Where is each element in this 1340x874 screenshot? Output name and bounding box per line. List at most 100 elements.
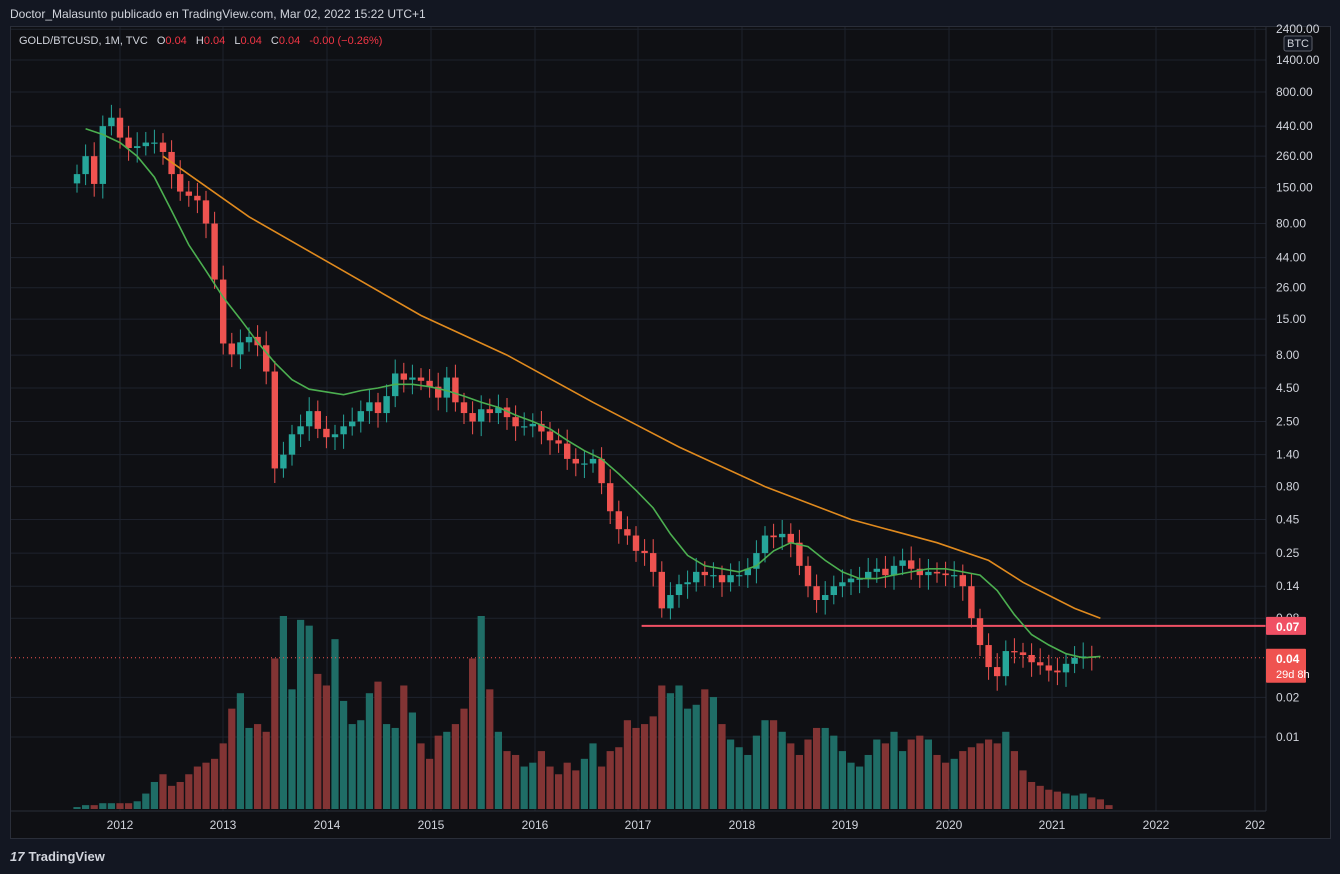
y-tick-label: 44.00 bbox=[1276, 251, 1306, 265]
close-value: 0.04 bbox=[278, 35, 301, 47]
candle-body bbox=[331, 434, 339, 438]
volume-bar bbox=[967, 747, 975, 809]
volume-bar bbox=[408, 712, 416, 809]
volume-bar bbox=[383, 724, 391, 809]
volume-bar bbox=[125, 803, 133, 809]
candle-body bbox=[985, 645, 992, 668]
volume-bar bbox=[348, 724, 356, 809]
volume-bar bbox=[847, 762, 855, 809]
candle-body bbox=[650, 553, 657, 572]
candle-body bbox=[959, 575, 966, 587]
candle-body bbox=[349, 421, 356, 427]
volume-bar bbox=[503, 751, 511, 809]
candle-body bbox=[589, 458, 597, 464]
volume-bar bbox=[82, 805, 90, 809]
volume-bar bbox=[555, 774, 563, 809]
volume-bar bbox=[288, 689, 296, 809]
volume-bar bbox=[1079, 793, 1087, 809]
footer-bar: 17 TradingView bbox=[0, 840, 1340, 874]
volume-bar bbox=[933, 754, 941, 809]
candle-body bbox=[1071, 657, 1078, 664]
candle-body bbox=[357, 411, 364, 422]
volume-bar bbox=[219, 743, 227, 809]
y-tick-label: 8.00 bbox=[1276, 348, 1300, 362]
candle-body bbox=[546, 431, 554, 441]
volume-bar bbox=[632, 727, 640, 809]
volume-bar bbox=[993, 743, 1001, 809]
volume-bar bbox=[959, 751, 967, 809]
candle-body bbox=[512, 417, 519, 427]
candle-body bbox=[736, 575, 743, 577]
candle-body bbox=[469, 413, 476, 422]
volume-bar bbox=[770, 720, 778, 809]
volume-bar bbox=[374, 681, 382, 809]
volume-bar bbox=[150, 781, 158, 809]
volume-bar bbox=[787, 743, 795, 809]
y-tick-label: 0.80 bbox=[1276, 480, 1300, 494]
volume-bar bbox=[916, 735, 924, 809]
y-tick-label: 15.00 bbox=[1276, 312, 1306, 326]
y-tick-label: 0.14 bbox=[1276, 579, 1300, 593]
volume-bar bbox=[873, 739, 881, 809]
volume-bar bbox=[400, 685, 408, 809]
volume-bar bbox=[606, 751, 614, 809]
candle-body bbox=[925, 571, 932, 576]
volume-bar bbox=[1096, 799, 1104, 809]
candle-body bbox=[280, 454, 287, 469]
volume-bar bbox=[589, 743, 597, 809]
volume-bar bbox=[245, 727, 253, 809]
candle-body bbox=[632, 535, 640, 551]
candle-body bbox=[211, 223, 218, 280]
candle-body bbox=[1011, 651, 1018, 653]
volume-bar bbox=[417, 743, 425, 809]
volume-bar bbox=[701, 689, 709, 809]
volume-bar bbox=[813, 727, 821, 809]
volume-bar bbox=[744, 754, 752, 809]
candle-body bbox=[933, 571, 941, 574]
chart-svg[interactable]: 2400.00 1400.00 800.00 440.00 260.00 150.00 80… bbox=[0, 0, 1340, 840]
candle-body bbox=[976, 618, 984, 646]
x-tick-label: 2019 bbox=[832, 818, 859, 832]
volume-bar bbox=[675, 685, 683, 809]
candle-body bbox=[641, 550, 648, 554]
candle-body bbox=[142, 142, 149, 147]
volume-bar bbox=[1071, 795, 1079, 809]
candle-body bbox=[1037, 662, 1044, 666]
y-tick-label: 0.01 bbox=[1276, 730, 1300, 744]
volume-bar bbox=[391, 727, 399, 809]
candle-body bbox=[366, 402, 373, 412]
volume-bar bbox=[838, 751, 846, 809]
candle-body bbox=[693, 571, 700, 583]
tradingview-logo[interactable]: 17 TradingView bbox=[10, 849, 105, 864]
volume-bar bbox=[494, 731, 502, 809]
volume-bar bbox=[924, 739, 932, 809]
candle-body bbox=[796, 542, 803, 566]
symbol-name[interactable]: GOLD/BTCUSD, 1M, TVC bbox=[19, 35, 148, 47]
volume-bar bbox=[1010, 751, 1018, 809]
y-tick-label: 2400.00 bbox=[1276, 22, 1320, 36]
volume-bar bbox=[469, 658, 477, 809]
volume-bar bbox=[262, 731, 270, 809]
candle-body bbox=[495, 407, 502, 414]
candle-body bbox=[701, 571, 708, 576]
candle-body bbox=[91, 156, 98, 184]
candle-body bbox=[400, 373, 407, 380]
candle-body bbox=[718, 575, 726, 583]
x-tick-label: 2012 bbox=[107, 818, 134, 832]
volume-bar bbox=[365, 693, 373, 809]
candle-body bbox=[675, 584, 683, 596]
volume-bar bbox=[202, 762, 210, 809]
candle-body bbox=[228, 343, 235, 355]
volume-bar bbox=[1062, 793, 1070, 809]
candle-body bbox=[581, 463, 588, 465]
volume-bar bbox=[658, 685, 666, 809]
volume-bar bbox=[976, 743, 984, 809]
volume-bar bbox=[1105, 805, 1113, 809]
candle-body bbox=[288, 434, 296, 455]
candle-body bbox=[882, 568, 889, 576]
close-label: C bbox=[270, 35, 279, 47]
volume-bar bbox=[563, 762, 571, 809]
volume-bar bbox=[185, 774, 193, 809]
candle-body bbox=[753, 553, 760, 569]
candle-body bbox=[443, 377, 450, 398]
